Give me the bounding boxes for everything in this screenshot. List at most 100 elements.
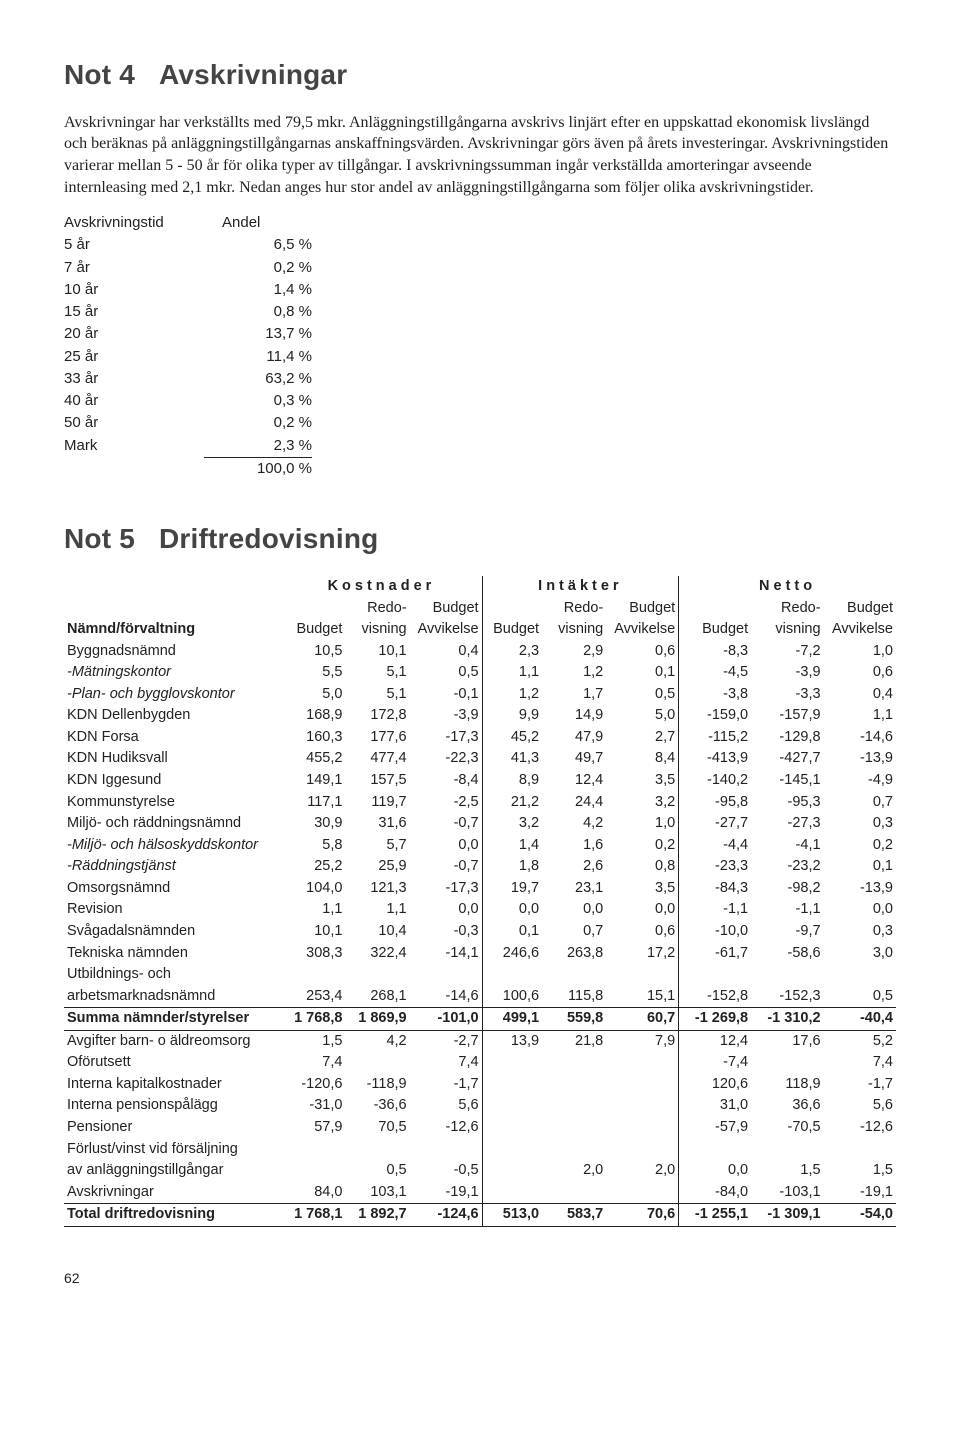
drift-cell: -13,9 (824, 878, 896, 900)
drift-subheader-1: Redo- Budget Redo- Budget Redo- Budget (64, 598, 896, 620)
note5-num: Not 5 (64, 523, 135, 554)
drift-cell: -2,5 (410, 792, 482, 814)
drift-cell (542, 1052, 606, 1074)
drift-cell: 84,0 (281, 1182, 345, 1204)
drift-row: -Plan- och bygglovskontor5,05,1-0,11,21,… (64, 684, 896, 706)
drift-cell: 1,1 (482, 662, 542, 684)
drift-row-label: KDN Forsa (64, 727, 281, 749)
drift-row-label: Omsorgsnämnd (64, 878, 281, 900)
drift-cell: -3,3 (751, 684, 823, 706)
drift-cell: -1,1 (751, 899, 823, 921)
drift-cell: -2,7 (410, 1030, 482, 1052)
drift-cell: -0,7 (410, 813, 482, 835)
drift-cell: 1,5 (824, 1160, 896, 1182)
drift-cell: -145,1 (751, 770, 823, 792)
drift-group-header: Kostnader Intäkter Netto (64, 576, 896, 598)
drift-row-label: Tekniska nämnden (64, 943, 281, 965)
drift-cell: -9,7 (751, 921, 823, 943)
drift-cell: -4,1 (751, 835, 823, 857)
drift-cell: 15,1 (606, 986, 678, 1008)
drift-cell: 31,6 (345, 813, 409, 835)
drift-cell (606, 1095, 678, 1117)
drift-cell: 0,0 (679, 1160, 751, 1182)
avskriv-period: 50 år (64, 412, 204, 434)
drift-row-label: KDN Hudiksvall (64, 748, 281, 770)
drift-cell (751, 964, 823, 986)
drift-cell: -1,7 (824, 1074, 896, 1096)
drift-cell: 12,4 (679, 1030, 751, 1052)
drift-cell: 2,0 (606, 1160, 678, 1182)
drift-cell: 0,8 (606, 856, 678, 878)
drift-cell (751, 1139, 823, 1161)
avskriv-share: 0,3 % (204, 390, 312, 412)
drift-row-label: Förlust/vinst vid försäljning (64, 1139, 281, 1161)
avskriv-share: 63,2 % (204, 368, 312, 390)
drift-cell: 3,5 (606, 770, 678, 792)
drift-cell: -8,4 (410, 770, 482, 792)
drift-cell: 12,4 (542, 770, 606, 792)
drift-cell: -14,1 (410, 943, 482, 965)
drift-cell: 308,3 (281, 943, 345, 965)
drift-row: KDN Hudiksvall455,2477,4-22,341,349,78,4… (64, 748, 896, 770)
drift-cell (482, 1095, 542, 1117)
drift-row-label: Oförutsett (64, 1052, 281, 1074)
avskriv-row: 7 år0,2 % (64, 257, 312, 279)
drift-cell: -27,7 (679, 813, 751, 835)
drift-cell (281, 1139, 345, 1161)
drift-cell: 47,9 (542, 727, 606, 749)
drift-cell (606, 964, 678, 986)
drift-cell: 5,0 (606, 705, 678, 727)
drift-row: KDN Forsa160,3177,6-17,345,247,92,7-115,… (64, 727, 896, 749)
drift-cell: 5,7 (345, 835, 409, 857)
drift-cell (824, 1139, 896, 1161)
drift-row: Total driftredovisning1 768,11 892,7-124… (64, 1204, 896, 1227)
avskriv-share: 6,5 % (204, 234, 312, 256)
drift-cell (345, 1139, 409, 1161)
drift-cell: -1 310,2 (751, 1008, 823, 1031)
drift-cell (482, 1139, 542, 1161)
drift-row: Revision1,11,10,00,00,00,0-1,1-1,10,0 (64, 899, 896, 921)
avskriv-row: 40 år0,3 % (64, 390, 312, 412)
drift-cell: 0,2 (824, 835, 896, 857)
drift-cell: 70,5 (345, 1117, 409, 1139)
drift-row-label: Svågadalsnämnden (64, 921, 281, 943)
drift-cell: 5,1 (345, 662, 409, 684)
drift-row-label: Summa nämnder/styrelser (64, 1008, 281, 1031)
drift-cell (345, 1052, 409, 1074)
drift-cell: 10,4 (345, 921, 409, 943)
drift-cell: 1,7 (542, 684, 606, 706)
drift-cell: 157,5 (345, 770, 409, 792)
drift-row: Avskrivningar84,0103,1-19,1-84,0-103,1-1… (64, 1182, 896, 1204)
drift-cell (410, 1139, 482, 1161)
drift-cell: 1 768,1 (281, 1204, 345, 1227)
drift-row-label: Kommunstyrelse (64, 792, 281, 814)
drift-row-label: av anläggningstillgångar (64, 1160, 281, 1182)
drift-cell: 0,3 (824, 813, 896, 835)
drift-cell: 2,3 (482, 641, 542, 663)
drift-cell (542, 1182, 606, 1204)
drift-cell: -31,0 (281, 1095, 345, 1117)
drift-cell: 499,1 (482, 1008, 542, 1031)
drift-cell: 117,1 (281, 792, 345, 814)
drift-cell: 10,5 (281, 641, 345, 663)
drift-cell: -4,9 (824, 770, 896, 792)
drift-cell: -12,6 (824, 1117, 896, 1139)
drift-cell: 2,0 (542, 1160, 606, 1182)
drift-cell (281, 1160, 345, 1182)
drift-cell: 0,1 (606, 662, 678, 684)
avskriv-row: 15 år0,8 % (64, 301, 312, 323)
avskriv-total: 100,0 % (64, 457, 312, 480)
drift-cell: 10,1 (345, 641, 409, 663)
drift-cell: 0,5 (606, 684, 678, 706)
drift-cell: 19,7 (482, 878, 542, 900)
drift-row-label: KDN Dellenbygden (64, 705, 281, 727)
drift-cell: 0,4 (410, 641, 482, 663)
drift-row: Interna pensionspålägg-31,0-36,65,631,03… (64, 1095, 896, 1117)
drift-cell: 583,7 (542, 1204, 606, 1227)
drift-cell: -1,7 (410, 1074, 482, 1096)
drift-row-label: -Miljö- och hälsoskyddskontor (64, 835, 281, 857)
drift-cell: 3,2 (482, 813, 542, 835)
drift-cell (679, 964, 751, 986)
drift-cell: 1,2 (542, 662, 606, 684)
drift-cell: -129,8 (751, 727, 823, 749)
